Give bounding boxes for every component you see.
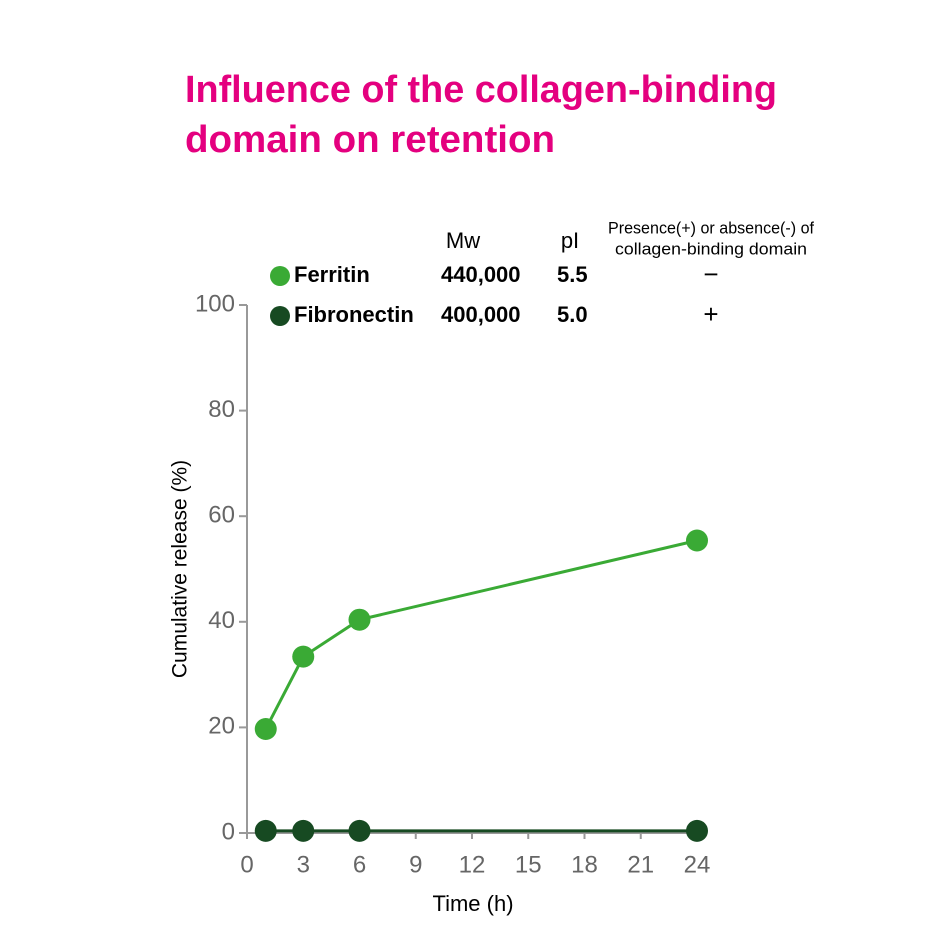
table-cell: −	[703, 259, 718, 289]
table-cell: 440,000	[441, 262, 521, 287]
chart-title: domain on retention	[185, 119, 555, 161]
chart-title: Influence of the collagen-binding	[185, 69, 777, 111]
x-tick-label: 15	[515, 851, 542, 878]
x-tick-label: 6	[353, 851, 366, 878]
x-axis-title: Time (h)	[432, 891, 513, 916]
table-cell: 5.0	[557, 302, 588, 327]
x-tick-label: 21	[627, 851, 654, 878]
data-point	[292, 819, 315, 842]
series-line	[264, 539, 698, 730]
data-point	[686, 819, 708, 842]
y-tick-label: 0	[222, 818, 235, 845]
legend-marker	[270, 306, 290, 326]
x-tick-label: 3	[297, 851, 310, 878]
x-tick-label: 9	[409, 851, 422, 878]
y-tick-label: 100	[195, 290, 235, 317]
legend-marker	[270, 266, 290, 286]
legend-label: Fibronectin	[294, 302, 414, 327]
data-point	[254, 819, 277, 842]
data-point	[348, 608, 371, 631]
legend-label: Ferritin	[294, 262, 370, 287]
x-tick-label: 12	[459, 851, 486, 878]
x-tick-label: 18	[571, 851, 598, 878]
table-cell: 5.5	[557, 262, 588, 287]
data-point	[254, 717, 277, 740]
y-axis-title: Cumulative release (%)	[169, 460, 192, 678]
y-tick-label: 40	[208, 607, 235, 634]
data-point	[348, 819, 371, 842]
data-point	[686, 529, 708, 552]
table-header: collagen-binding domain	[615, 239, 807, 258]
y-tick-label: 20	[208, 713, 235, 740]
x-tick-label: 0	[240, 851, 253, 878]
table-header: pI	[561, 228, 579, 253]
y-tick-label: 80	[208, 396, 235, 423]
table-header: Mw	[446, 228, 480, 253]
y-tick-label: 60	[208, 502, 235, 529]
table-header: Presence(+) or absence(-) of	[608, 218, 814, 237]
table-cell: +	[703, 299, 718, 329]
data-point	[292, 645, 315, 668]
x-tick-label: 24	[684, 851, 711, 878]
table-cell: 400,000	[441, 302, 521, 327]
